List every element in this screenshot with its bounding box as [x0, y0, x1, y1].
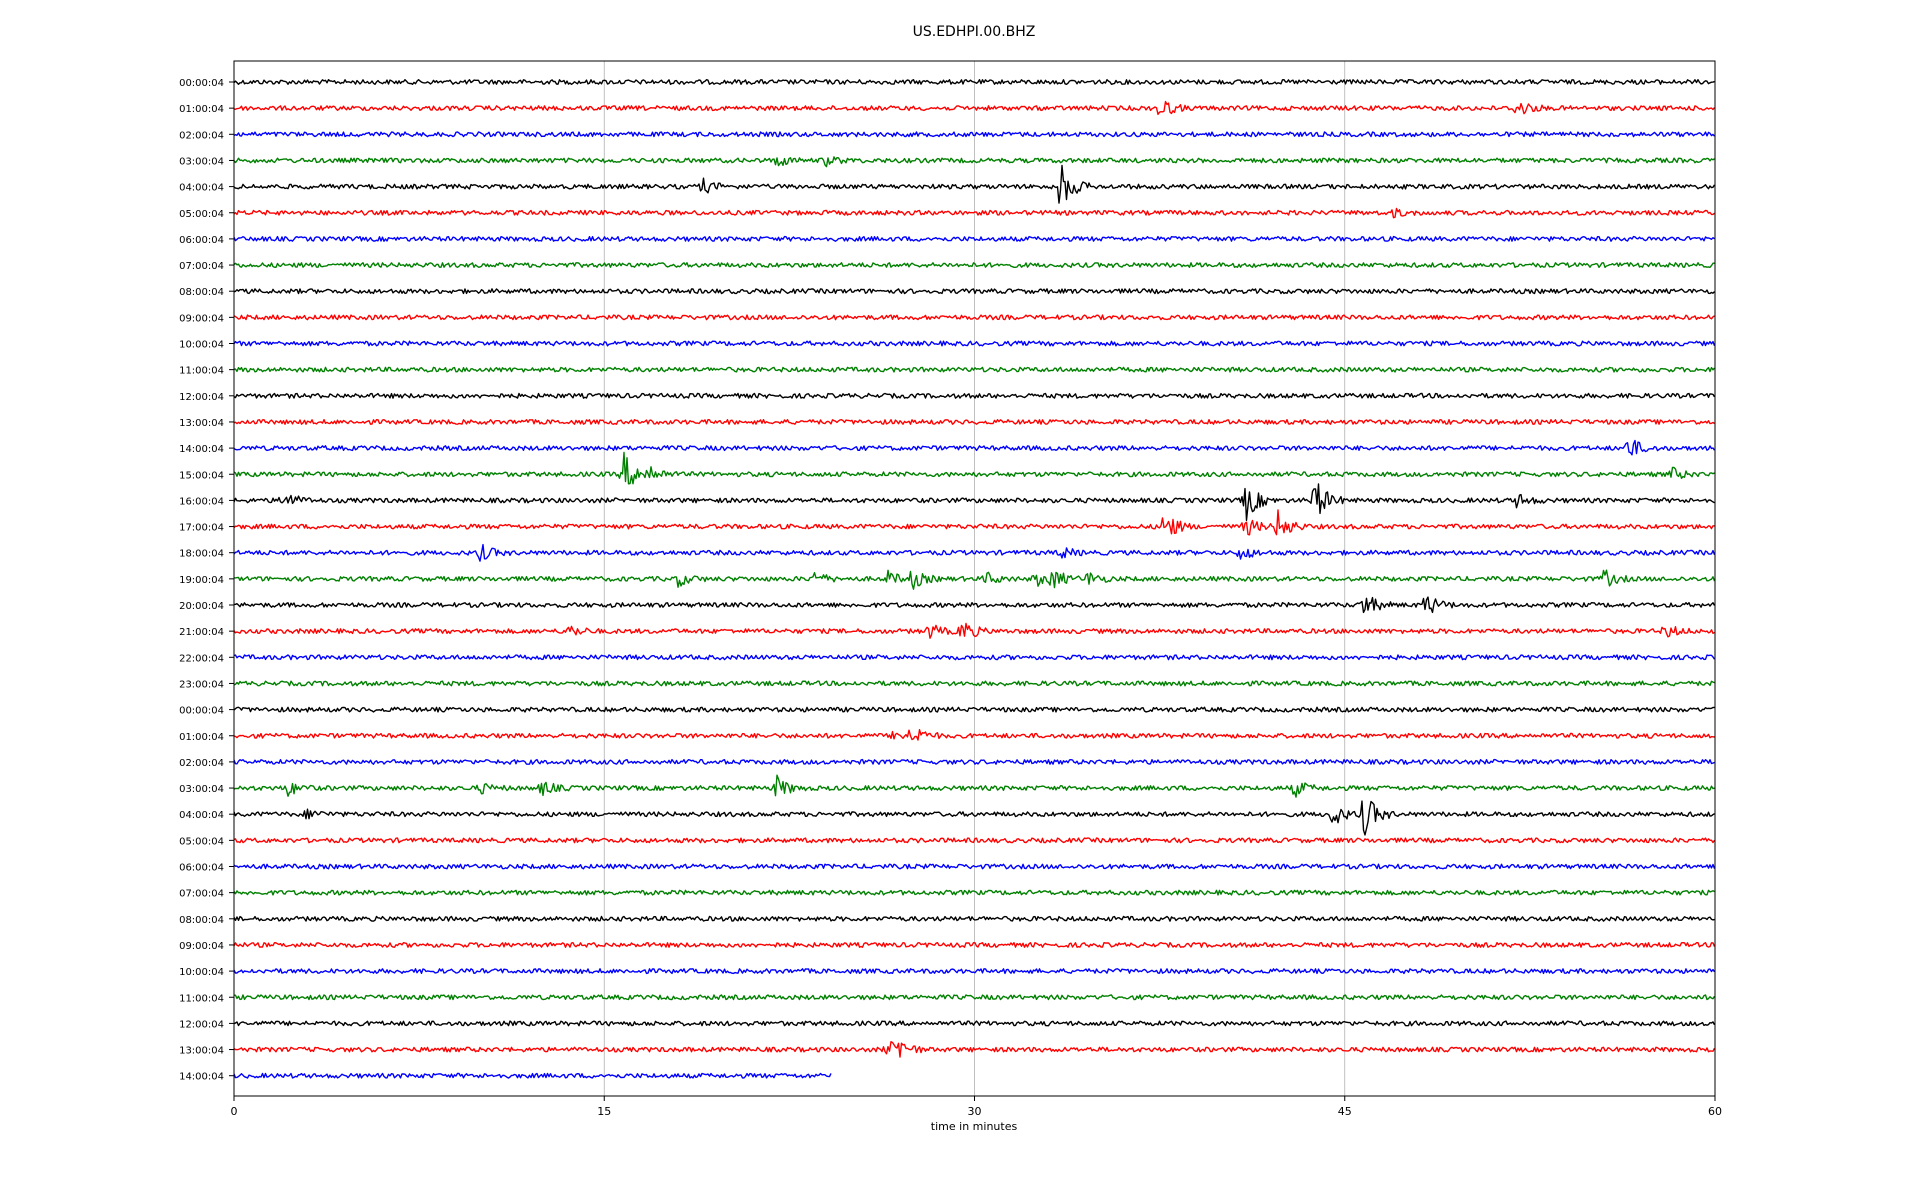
- row-time-label: 12:00:04: [179, 1019, 224, 1030]
- row-time-label: 11:00:04: [179, 993, 224, 1004]
- seismic-trace: [233, 100, 1716, 116]
- seismic-trace: [233, 569, 1716, 590]
- seismic-trace: [233, 156, 1715, 168]
- seismic-trace: [233, 863, 1716, 870]
- row-time-label: 17:00:04: [179, 523, 224, 534]
- seismic-trace: [233, 654, 1716, 661]
- row-time-label: 14:00:04: [179, 444, 224, 455]
- row-time-label: 15:00:04: [179, 470, 224, 481]
- x-tick-label: 15: [597, 1105, 611, 1118]
- row-time-label: 10:00:04: [179, 967, 224, 978]
- row-time-label: 23:00:04: [179, 679, 224, 690]
- row-labels: 00:00:04 01:00:04 02:00:04 03:00:04 04:00:04…: [179, 78, 234, 1083]
- row-time-label: 01:00:04: [179, 104, 224, 115]
- seismic-trace: [233, 340, 1716, 347]
- row-time-label: 19:00:04: [179, 575, 224, 586]
- seismic-trace: [233, 439, 1716, 456]
- seismic-trace: [233, 596, 1716, 614]
- seismic-trace: [233, 800, 1715, 836]
- grid-lines: [603, 61, 1346, 1096]
- seismic-trace: [233, 164, 1716, 204]
- row-time-label: 00:00:04: [179, 706, 224, 717]
- row-time-label: 06:00:04: [179, 863, 224, 874]
- seismic-trace: [233, 942, 1716, 948]
- x-tick-label: 30: [968, 1105, 982, 1118]
- row-time-label: 03:00:04: [179, 784, 224, 795]
- seismic-trace: [233, 915, 1715, 922]
- seismic-trace: [233, 1072, 832, 1079]
- row-time-label: 02:00:04: [179, 758, 224, 769]
- seismic-trace: [233, 314, 1715, 321]
- seismic-trace: [233, 79, 1715, 85]
- row-time-label: 20:00:04: [179, 601, 224, 612]
- row-time-label: 16:00:04: [179, 496, 224, 507]
- seismic-trace: [233, 288, 1716, 295]
- row-time-label: 18:00:04: [179, 549, 224, 560]
- seismic-trace: [233, 543, 1716, 562]
- row-time-label: 02:00:04: [179, 130, 224, 141]
- seismic-trace: [233, 729, 1715, 741]
- x-axis-ticks: 0 15 30 45 60: [231, 1096, 1722, 1118]
- row-time-label: 05:00:04: [179, 836, 224, 847]
- seismic-trace: [233, 774, 1715, 798]
- row-time-label: 11:00:04: [179, 366, 224, 377]
- row-time-label: 22:00:04: [179, 653, 224, 664]
- row-time-label: 08:00:04: [179, 287, 224, 298]
- row-time-label: 10:00:04: [179, 340, 224, 351]
- row-time-label: 01:00:04: [179, 732, 224, 743]
- row-time-label: 13:00:04: [179, 418, 224, 429]
- row-time-label: 03:00:04: [179, 156, 224, 167]
- seismic-trace: [233, 758, 1715, 765]
- chart-title: US.EDHPI.00.BHZ: [913, 24, 1036, 40]
- row-time-label: 09:00:04: [179, 941, 224, 952]
- row-time-label: 14:00:04: [179, 1072, 224, 1083]
- row-time-label: 00:00:04: [179, 78, 224, 89]
- seismic-trace: [233, 622, 1715, 639]
- row-time-label: 04:00:04: [179, 183, 224, 194]
- row-time-label: 06:00:04: [179, 235, 224, 246]
- x-axis-label: time in minutes: [931, 1120, 1018, 1133]
- row-time-label: 21:00:04: [179, 627, 224, 638]
- seismic-trace: [233, 994, 1716, 1001]
- seismic-trace: [233, 968, 1716, 975]
- seismic-trace: [233, 1041, 1716, 1058]
- row-time-label: 05:00:04: [179, 209, 224, 220]
- seismic-trace: [233, 262, 1715, 268]
- seismic-trace: [233, 706, 1715, 713]
- x-tick-label: 45: [1338, 1105, 1352, 1118]
- seismic-trace: [233, 207, 1715, 219]
- seismic-trace: [233, 680, 1715, 687]
- x-tick-label: 60: [1708, 1105, 1722, 1118]
- row-time-label: 07:00:04: [179, 261, 224, 272]
- row-time-label: 12:00:04: [179, 392, 224, 403]
- seismic-trace: [233, 419, 1715, 425]
- row-time-label: 09:00:04: [179, 313, 224, 324]
- row-time-label: 08:00:04: [179, 915, 224, 926]
- seismic-trace: [233, 1020, 1716, 1027]
- x-tick-label: 0: [231, 1105, 238, 1118]
- seismic-trace: [233, 131, 1716, 138]
- seismic-trace: [233, 392, 1716, 399]
- row-time-label: 07:00:04: [179, 889, 224, 900]
- row-time-label: 13:00:04: [179, 1046, 224, 1057]
- row-time-label: 04:00:04: [179, 810, 224, 821]
- seismic-trace: [233, 509, 1715, 536]
- seismic-trace: [233, 837, 1716, 844]
- seismic-trace: [233, 366, 1716, 373]
- traces-group: [233, 79, 1716, 1079]
- seismic-trace: [233, 451, 1715, 485]
- seismic-trace: [233, 483, 1715, 521]
- seismic-trace: [233, 235, 1715, 242]
- seismic-trace: [233, 889, 1715, 896]
